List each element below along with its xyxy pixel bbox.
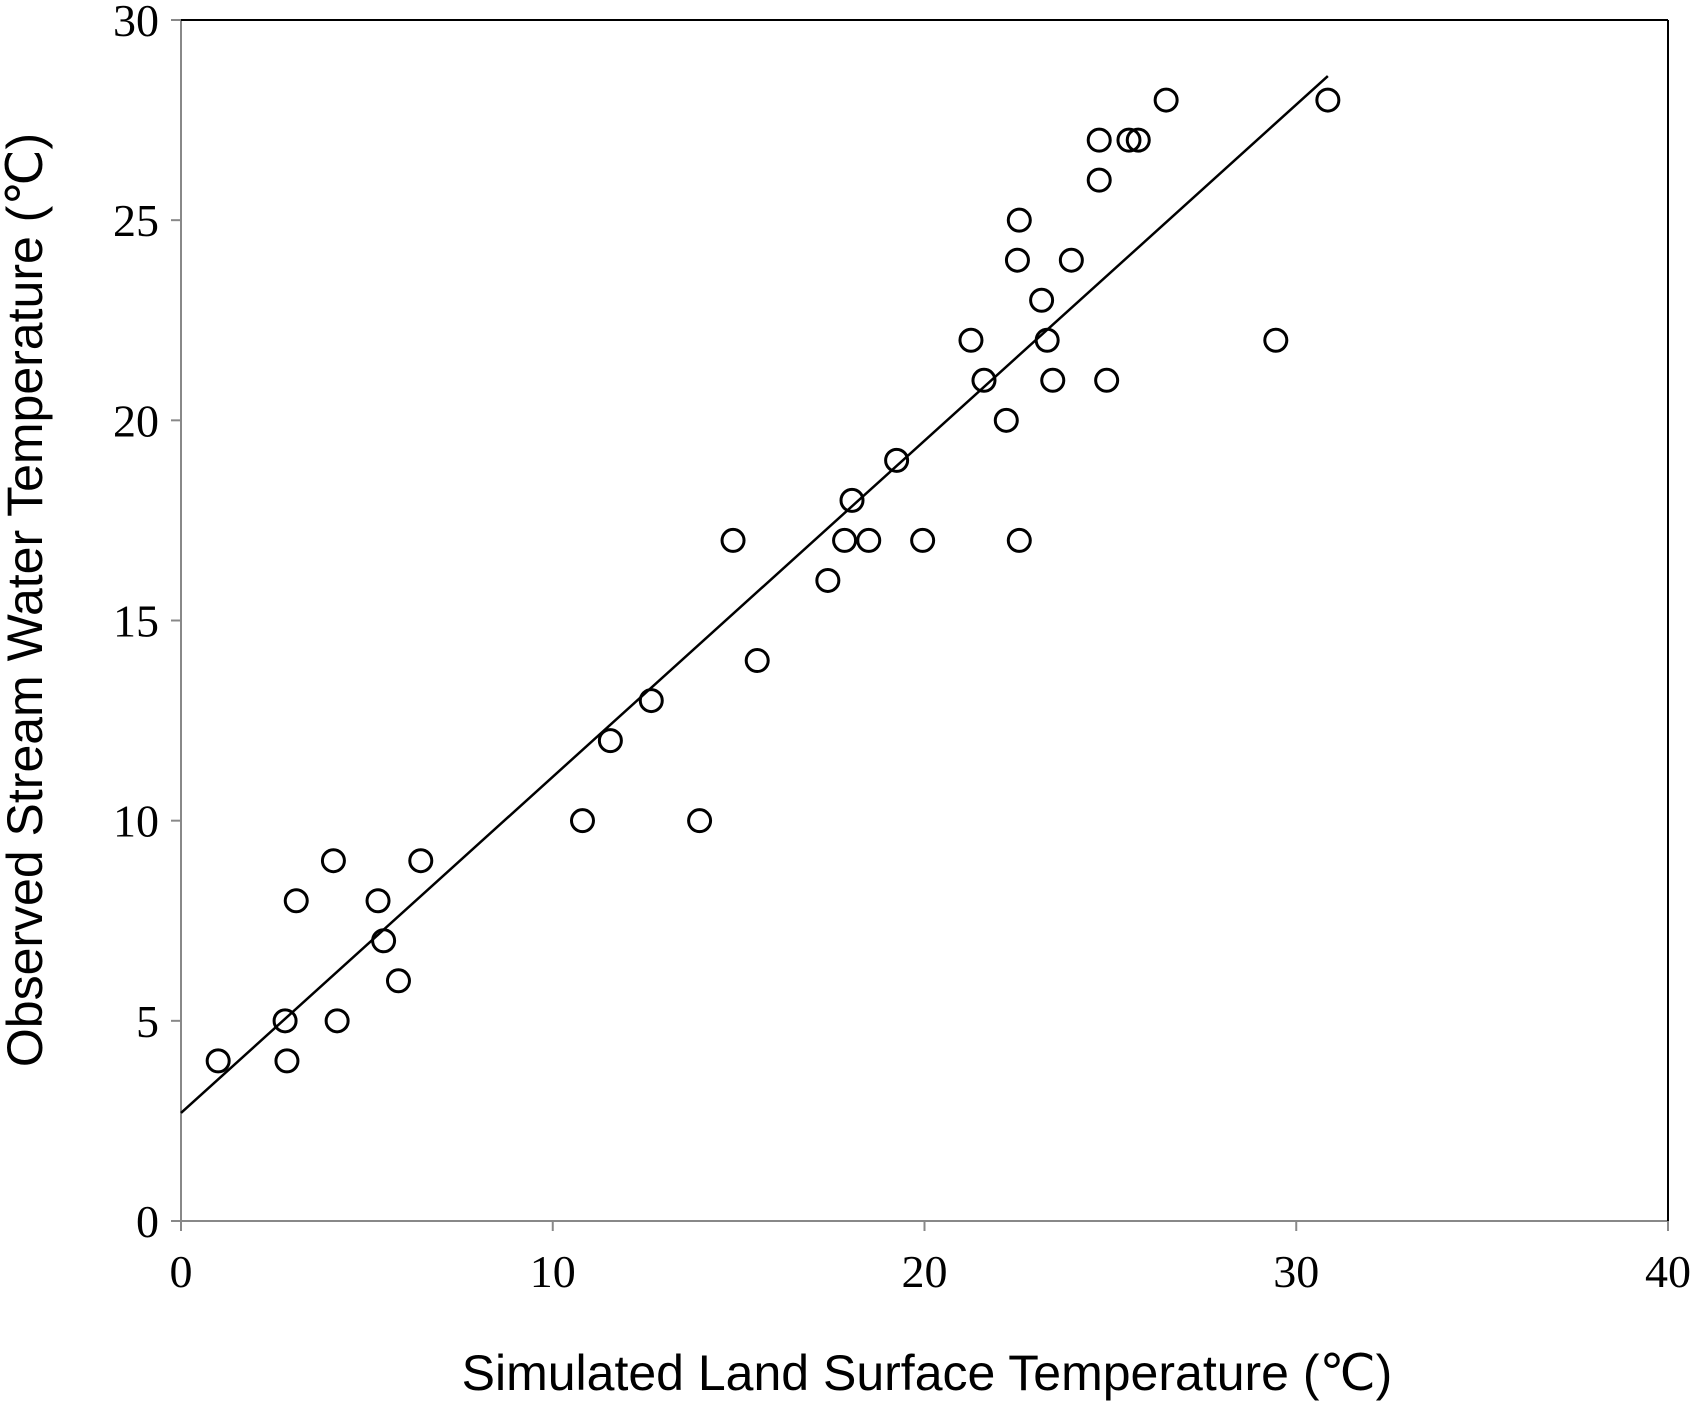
y-tick-label: 25 xyxy=(113,195,159,246)
y-tick-label: 10 xyxy=(113,796,159,847)
y-tick-label: 30 xyxy=(113,0,159,46)
data-point xyxy=(320,848,346,874)
data-point xyxy=(958,327,984,353)
data-point xyxy=(910,527,936,553)
data-point xyxy=(1116,127,1142,153)
data-point xyxy=(720,527,746,553)
data-point xyxy=(1125,127,1151,153)
data-point xyxy=(365,888,391,914)
y-tick-label: 20 xyxy=(113,395,159,446)
y-tick-label: 0 xyxy=(136,1196,159,1247)
plot-frame xyxy=(180,19,1669,1222)
data-point xyxy=(1006,207,1032,233)
data-point xyxy=(569,808,595,834)
data-point xyxy=(385,968,411,994)
data-point xyxy=(687,808,713,834)
data-point xyxy=(1029,287,1055,313)
data-point xyxy=(1004,247,1030,273)
data-point xyxy=(272,1008,298,1034)
x-tick-label: 10 xyxy=(530,1246,576,1297)
data-point xyxy=(408,848,434,874)
data-point xyxy=(1086,167,1112,193)
x-tick-label: 30 xyxy=(1273,1246,1319,1297)
data-point xyxy=(324,1008,350,1034)
data-point xyxy=(597,728,623,754)
trend-line xyxy=(180,75,1329,1114)
y-axis-title: Observed Stream Water Temperature (℃) xyxy=(0,133,53,1067)
y-tick-label: 5 xyxy=(136,996,159,1047)
data-point xyxy=(744,648,770,674)
data-point xyxy=(856,527,882,553)
data-point xyxy=(205,1048,231,1074)
data-point xyxy=(274,1048,300,1074)
data-point xyxy=(1094,367,1120,393)
x-tick-label: 40 xyxy=(1645,1246,1691,1297)
data-point xyxy=(283,888,309,914)
data-point xyxy=(884,447,910,473)
data-point xyxy=(993,407,1019,433)
data-point xyxy=(1315,87,1341,113)
data-point xyxy=(1058,247,1084,273)
data-point xyxy=(1006,527,1032,553)
data-point xyxy=(1086,127,1112,153)
data-point xyxy=(638,688,664,714)
x-axis-title: Simulated Land Surface Temperature (℃) xyxy=(462,1345,1393,1401)
data-point xyxy=(815,567,841,593)
data-point xyxy=(839,487,865,513)
data-point xyxy=(1263,327,1289,353)
y-tick-label: 15 xyxy=(113,596,159,647)
x-tick-label: 0 xyxy=(170,1246,193,1297)
data-point xyxy=(1034,327,1060,353)
x-tick-label: 20 xyxy=(902,1246,948,1297)
data-points xyxy=(205,87,1341,1074)
data-point xyxy=(1040,367,1066,393)
data-point xyxy=(832,527,858,553)
axis-ticks: 0 10 20 30 40 0 5 10 15 20 25 30 xyxy=(113,0,1691,1297)
data-point xyxy=(971,367,997,393)
data-point xyxy=(1153,87,1179,113)
data-point xyxy=(371,928,397,954)
